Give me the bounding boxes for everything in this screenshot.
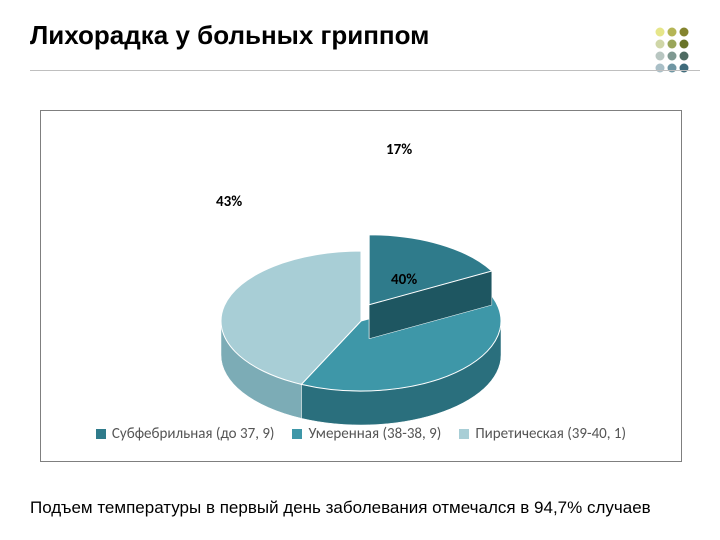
pie-slice-label: 17% (386, 141, 412, 159)
page-title: Лихорадка у больных гриппом (30, 20, 429, 51)
pie-slice-label: 40% (391, 271, 417, 289)
legend-swatch (292, 429, 302, 439)
legend-label: Субфебрильная (до 37, 9) (112, 425, 275, 443)
chart-container: 17% 40% 43% Субфебрильная (до 37, 9) Умерен… (40, 110, 682, 462)
title-underline (30, 70, 700, 71)
legend-label: Умеренная (38-38, 9) (308, 425, 441, 443)
legend-item: Субфебрильная (до 37, 9) (96, 425, 275, 443)
legend-swatch (459, 429, 469, 439)
pie-slice-label: 43% (216, 193, 242, 211)
legend-label: Пиретическая (39-40, 1) (475, 425, 626, 443)
decorative-dots (652, 24, 700, 84)
caption-text: Подъем температуры в первый день заболев… (30, 498, 651, 518)
legend-item: Пиретическая (39-40, 1) (459, 425, 626, 443)
legend: Субфебрильная (до 37, 9) Умеренная (38-38… (41, 425, 681, 443)
legend-swatch (96, 429, 106, 439)
legend-item: Умеренная (38-38, 9) (292, 425, 441, 443)
